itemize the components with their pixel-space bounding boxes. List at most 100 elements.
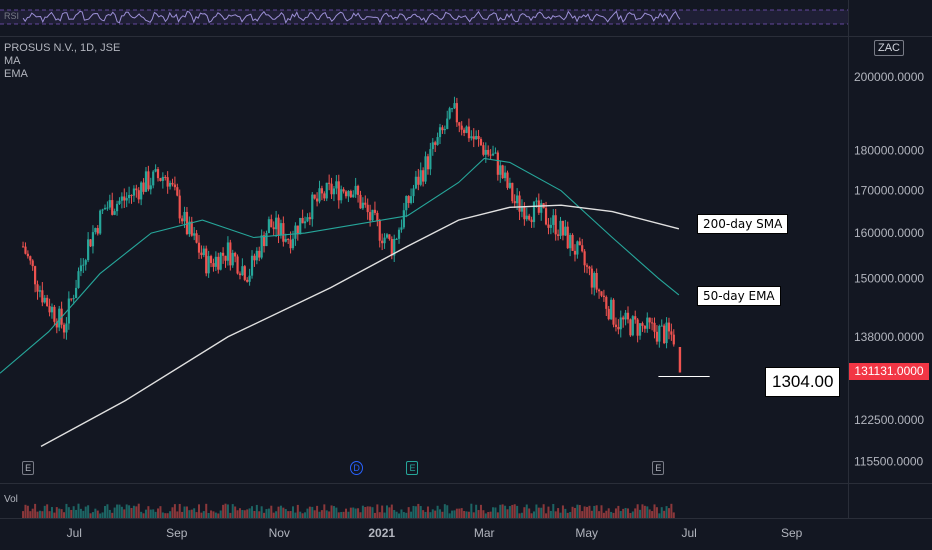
pane-separator-time <box>0 518 932 519</box>
candle-body <box>132 188 136 196</box>
volume-bar <box>173 504 176 518</box>
price-tick-label: 200000.0000 <box>854 70 924 84</box>
volume-bar <box>212 511 215 518</box>
volume-bar <box>458 508 461 518</box>
candle-body <box>465 126 468 133</box>
time-tick-label: 2021 <box>368 526 395 540</box>
volume-bar <box>622 508 625 518</box>
candle-body <box>229 242 232 266</box>
earnings-event-icon[interactable]: E <box>22 461 35 475</box>
currency-button[interactable]: ZAC <box>874 40 904 56</box>
candle-body <box>74 287 78 299</box>
candle-body <box>397 229 401 239</box>
candle-body <box>96 228 99 234</box>
candle-body <box>441 127 444 131</box>
candle-body <box>520 207 524 212</box>
candle-body <box>156 169 160 179</box>
volume-bar <box>94 508 97 518</box>
volume-bar <box>137 503 140 518</box>
time-tick-label: Jul <box>681 526 696 540</box>
candle-body <box>414 176 418 189</box>
indicator-ma-label[interactable]: MA <box>4 55 21 67</box>
indicator-ema-label[interactable]: EMA <box>4 68 28 80</box>
candle-body <box>306 217 309 222</box>
pane-separator-volume <box>0 483 932 484</box>
volume-bar <box>38 510 41 518</box>
volume-bar <box>200 512 203 518</box>
candle-body <box>385 234 389 238</box>
candle-body <box>530 219 533 223</box>
volume-bar <box>72 506 75 518</box>
volume-bar <box>337 512 340 518</box>
volume-bar <box>185 506 188 518</box>
volume-bar <box>82 510 85 518</box>
volume-bar <box>508 506 511 518</box>
candle-body <box>612 299 615 325</box>
volume-bar <box>248 508 251 518</box>
volume-bar <box>590 510 593 518</box>
candle-body <box>405 196 408 211</box>
price-axis[interactable]: 200000.0000 180000.0000 170000.0000 160000.… <box>848 36 932 518</box>
candle-body <box>494 152 497 154</box>
volume-bar <box>275 511 278 518</box>
dividend-event-icon[interactable]: D <box>350 461 364 475</box>
price-chart[interactable] <box>0 36 848 483</box>
candle-body <box>463 129 466 133</box>
candle-body <box>489 154 492 156</box>
candle-body <box>436 137 439 145</box>
candle-body <box>393 238 396 256</box>
volume-bar <box>569 512 572 518</box>
candle-body <box>79 265 83 272</box>
candle-body <box>672 334 675 345</box>
volume-bar <box>284 509 287 518</box>
candle-body <box>277 217 280 236</box>
volume-pane[interactable] <box>0 483 848 518</box>
candle-body <box>284 238 287 242</box>
volume-bar <box>410 511 413 518</box>
candle-body <box>294 225 297 239</box>
time-axis[interactable]: Jul Sep Nov 2021 Mar May Jul Sep <box>0 518 848 550</box>
rsi-pane[interactable] <box>0 0 848 36</box>
candle-body <box>607 308 610 320</box>
candle-body <box>335 181 338 189</box>
volume-bar <box>241 510 244 518</box>
candle-body <box>532 201 536 223</box>
candle-body <box>407 196 410 203</box>
candle-body <box>147 171 150 190</box>
volume-bar <box>381 505 384 518</box>
volume-bar <box>516 505 519 518</box>
candle-body <box>467 126 471 139</box>
volume-bar <box>154 511 157 518</box>
volume-bar <box>412 505 415 518</box>
candle-body <box>547 224 550 228</box>
volume-bar <box>202 511 205 518</box>
candle-body <box>219 252 222 270</box>
candle-body <box>631 316 634 336</box>
volume-bar <box>528 508 531 518</box>
volume-bar <box>383 512 386 518</box>
volume-bar <box>378 512 381 518</box>
earnings-green-event-icon[interactable]: E <box>406 461 419 475</box>
volume-bar <box>373 512 376 518</box>
volume-bar <box>152 509 155 518</box>
candle-body <box>53 306 56 322</box>
candle-body <box>479 139 483 146</box>
candle-body <box>381 240 384 244</box>
earnings-event-icon[interactable]: E <box>652 461 665 475</box>
candle-body <box>46 297 49 307</box>
volume-bar <box>311 506 314 518</box>
volume-bar <box>434 510 437 518</box>
volume-bar <box>431 509 434 518</box>
candle-body <box>313 194 316 199</box>
candle-body <box>241 266 244 276</box>
volume-bar <box>612 512 615 518</box>
volume-bar <box>335 507 338 518</box>
candle-body <box>424 156 427 182</box>
volume-bar <box>407 507 410 518</box>
candle-body <box>135 188 138 191</box>
symbol-title[interactable]: PROSUS N.V., 1D, JSE <box>4 42 121 54</box>
candle-body <box>267 219 270 234</box>
candle-body <box>303 221 307 224</box>
volume-bar <box>113 507 116 518</box>
candle-body <box>650 322 654 324</box>
